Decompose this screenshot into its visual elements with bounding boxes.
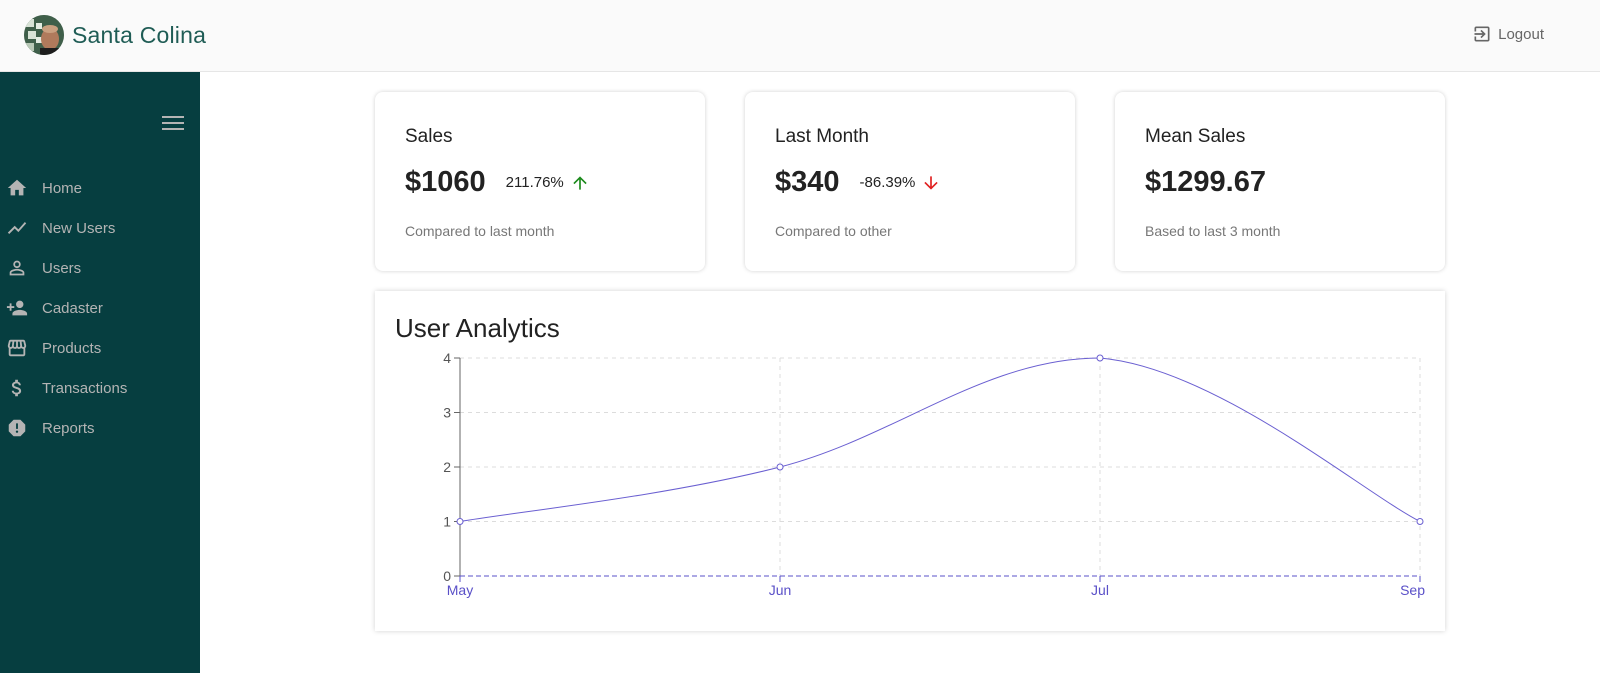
- card-title: Sales: [405, 126, 453, 147]
- sidebar-nav: Home New Users Users Cadaster Products: [0, 168, 200, 448]
- card-subtitle: Compared to last month: [405, 223, 555, 239]
- logout-icon: [1474, 26, 1490, 42]
- chart-axes: [454, 357, 1421, 582]
- card-rate: 211.76%: [506, 173, 590, 193]
- last-month-card: Last Month $340 -86.39% Compared to othe…: [745, 92, 1075, 271]
- sidebar-item-reports[interactable]: Reports: [0, 408, 200, 448]
- data-point: [1416, 518, 1424, 525]
- data-point: [776, 463, 784, 471]
- sidebar: Home New Users Users Cadaster Products: [0, 72, 200, 673]
- chart-title: User Analytics: [395, 313, 560, 343]
- person-icon: [5, 256, 29, 280]
- card-rate-text: -86.39%: [859, 174, 916, 191]
- data-point: [456, 518, 464, 525]
- sidebar-item-label: Products: [42, 339, 102, 357]
- person-add-icon: [5, 296, 29, 320]
- logout-button[interactable]: Logout: [1472, 24, 1544, 44]
- sidebar-item-users[interactable]: Users: [0, 248, 200, 288]
- x-tick-label: May: [447, 582, 473, 598]
- logout-label: Logout: [1498, 25, 1544, 43]
- x-tick-label: Jul: [1091, 582, 1109, 598]
- y-tick-label: 4: [443, 350, 451, 366]
- sidebar-item-products[interactable]: Products: [0, 328, 200, 368]
- avatar: [24, 15, 64, 55]
- y-tick-label: 2: [443, 459, 451, 475]
- card-rate-text: 211.76%: [505, 174, 564, 191]
- brand-name: Santa Colina: [72, 21, 207, 48]
- x-tick-label: Jun: [769, 582, 792, 598]
- sidebar-item-label: Reports: [42, 419, 95, 437]
- chart-labels: 0 1 2 3 4 May Jun Jul Sep: [443, 350, 1425, 598]
- arrow-up-icon: [573, 175, 587, 190]
- sidebar-item-new-users[interactable]: New Users: [0, 208, 200, 248]
- mean-sales-card: Mean Sales $1299.67 Based to last 3 mont…: [1115, 92, 1445, 271]
- card-value: $340: [775, 166, 840, 198]
- dollar-icon: [5, 376, 29, 400]
- arrow-down-icon: [924, 175, 939, 190]
- sidebar-item-label: Users: [42, 259, 82, 277]
- card-subtitle: Compared to other: [775, 223, 892, 239]
- card-value-row: $1299.67: [1145, 166, 1266, 199]
- trending-icon: [5, 216, 29, 240]
- store-icon: [5, 336, 29, 360]
- hamburger-icon: [162, 116, 184, 130]
- sales-card: Sales $1060 211.76% Compared to last mon…: [375, 92, 705, 271]
- sidebar-item-label: Cadaster: [42, 299, 103, 317]
- card-rate: -86.39%: [860, 173, 942, 193]
- card-value-row: $1060 211.76%: [405, 166, 590, 199]
- brand[interactable]: Santa Colina: [24, 15, 206, 55]
- report-icon: [5, 416, 29, 440]
- chart-grid: [460, 357, 1421, 576]
- user-analytics-panel: 0 1 2 3 4 May Jun Jul Sep User Analytics: [375, 291, 1445, 631]
- data-point: [1096, 354, 1104, 362]
- card-value-row: $340 -86.39%: [775, 166, 941, 199]
- card-value: $1299.67: [1145, 166, 1266, 198]
- series-line: [459, 357, 1421, 522]
- sidebar-item-label: Home: [42, 179, 83, 197]
- card-value: $1060: [405, 166, 486, 198]
- sidebar-item-transactions[interactable]: Transactions: [0, 368, 200, 408]
- sidebar-item-label: New Users: [42, 219, 116, 237]
- card-title: Last Month: [775, 126, 869, 147]
- x-tick-label: Sep: [1400, 582, 1425, 598]
- home-icon: [5, 176, 29, 200]
- top-bar: Santa Colina Logout: [0, 0, 1600, 72]
- chart-series: [456, 354, 1424, 525]
- sidebar-item-home[interactable]: Home: [0, 168, 200, 208]
- y-tick-label: 3: [443, 405, 451, 421]
- menu-toggle-button[interactable]: [162, 114, 184, 132]
- card-subtitle: Based to last 3 month: [1145, 223, 1281, 239]
- user-analytics-chart: 0 1 2 3 4 May Jun Jul Sep: [443, 350, 1425, 598]
- card-title: Mean Sales: [1145, 126, 1246, 147]
- sidebar-item-cadaster[interactable]: Cadaster: [0, 288, 200, 328]
- y-tick-label: 0: [443, 568, 451, 584]
- sidebar-item-label: Transactions: [42, 379, 128, 397]
- y-tick-label: 1: [443, 514, 451, 530]
